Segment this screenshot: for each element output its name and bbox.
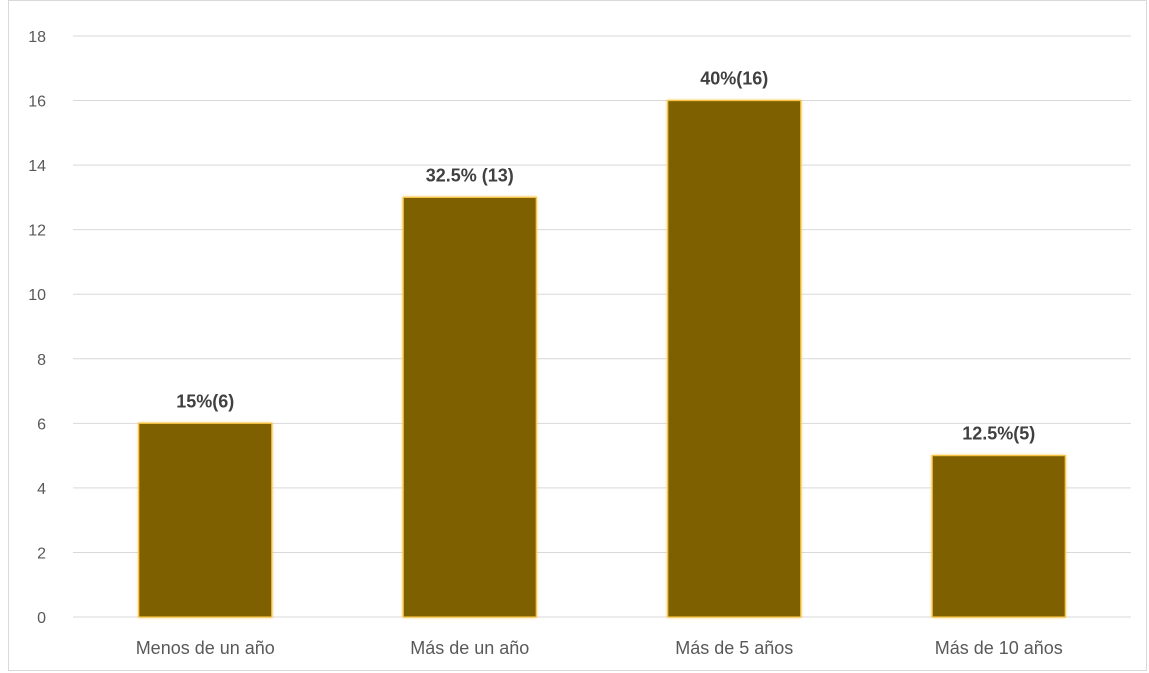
- bar: [931, 455, 1066, 618]
- y-tick-label: 6: [37, 416, 46, 433]
- x-category-label: Más de un año: [410, 638, 529, 658]
- data-label: 40%(16): [700, 69, 768, 89]
- x-category-label: Más de 5 años: [675, 638, 793, 658]
- y-tick-label: 4: [37, 481, 46, 498]
- y-tick-label: 8: [37, 352, 46, 369]
- y-axis-ticks: 0 2 4 6 8 10 12 14 16 18: [28, 29, 46, 627]
- bar: [667, 99, 802, 618]
- data-labels: 15%(6) 32.5% (13) 40%(16) 12.5%(5): [176, 69, 1035, 444]
- x-axis-categories: Menos de un año Más de un año Más de 5 año…: [136, 638, 1063, 658]
- x-category-label: Menos de un año: [136, 638, 275, 658]
- data-label: 12.5%(5): [962, 424, 1035, 444]
- data-label: 32.5% (13): [426, 165, 514, 185]
- data-label: 15%(6): [176, 391, 234, 411]
- y-tick-label: 2: [37, 545, 46, 562]
- y-tick-label: 0: [37, 610, 46, 627]
- y-tick-label: 18: [28, 29, 46, 46]
- y-tick-label: 10: [28, 287, 46, 304]
- y-tick-label: 14: [28, 158, 46, 175]
- y-tick-label: 16: [28, 94, 46, 111]
- bars: [138, 99, 1066, 618]
- x-category-label: Más de 10 años: [935, 638, 1063, 658]
- y-tick-label: 12: [28, 223, 46, 240]
- bar: [138, 422, 273, 618]
- bar: [402, 196, 537, 618]
